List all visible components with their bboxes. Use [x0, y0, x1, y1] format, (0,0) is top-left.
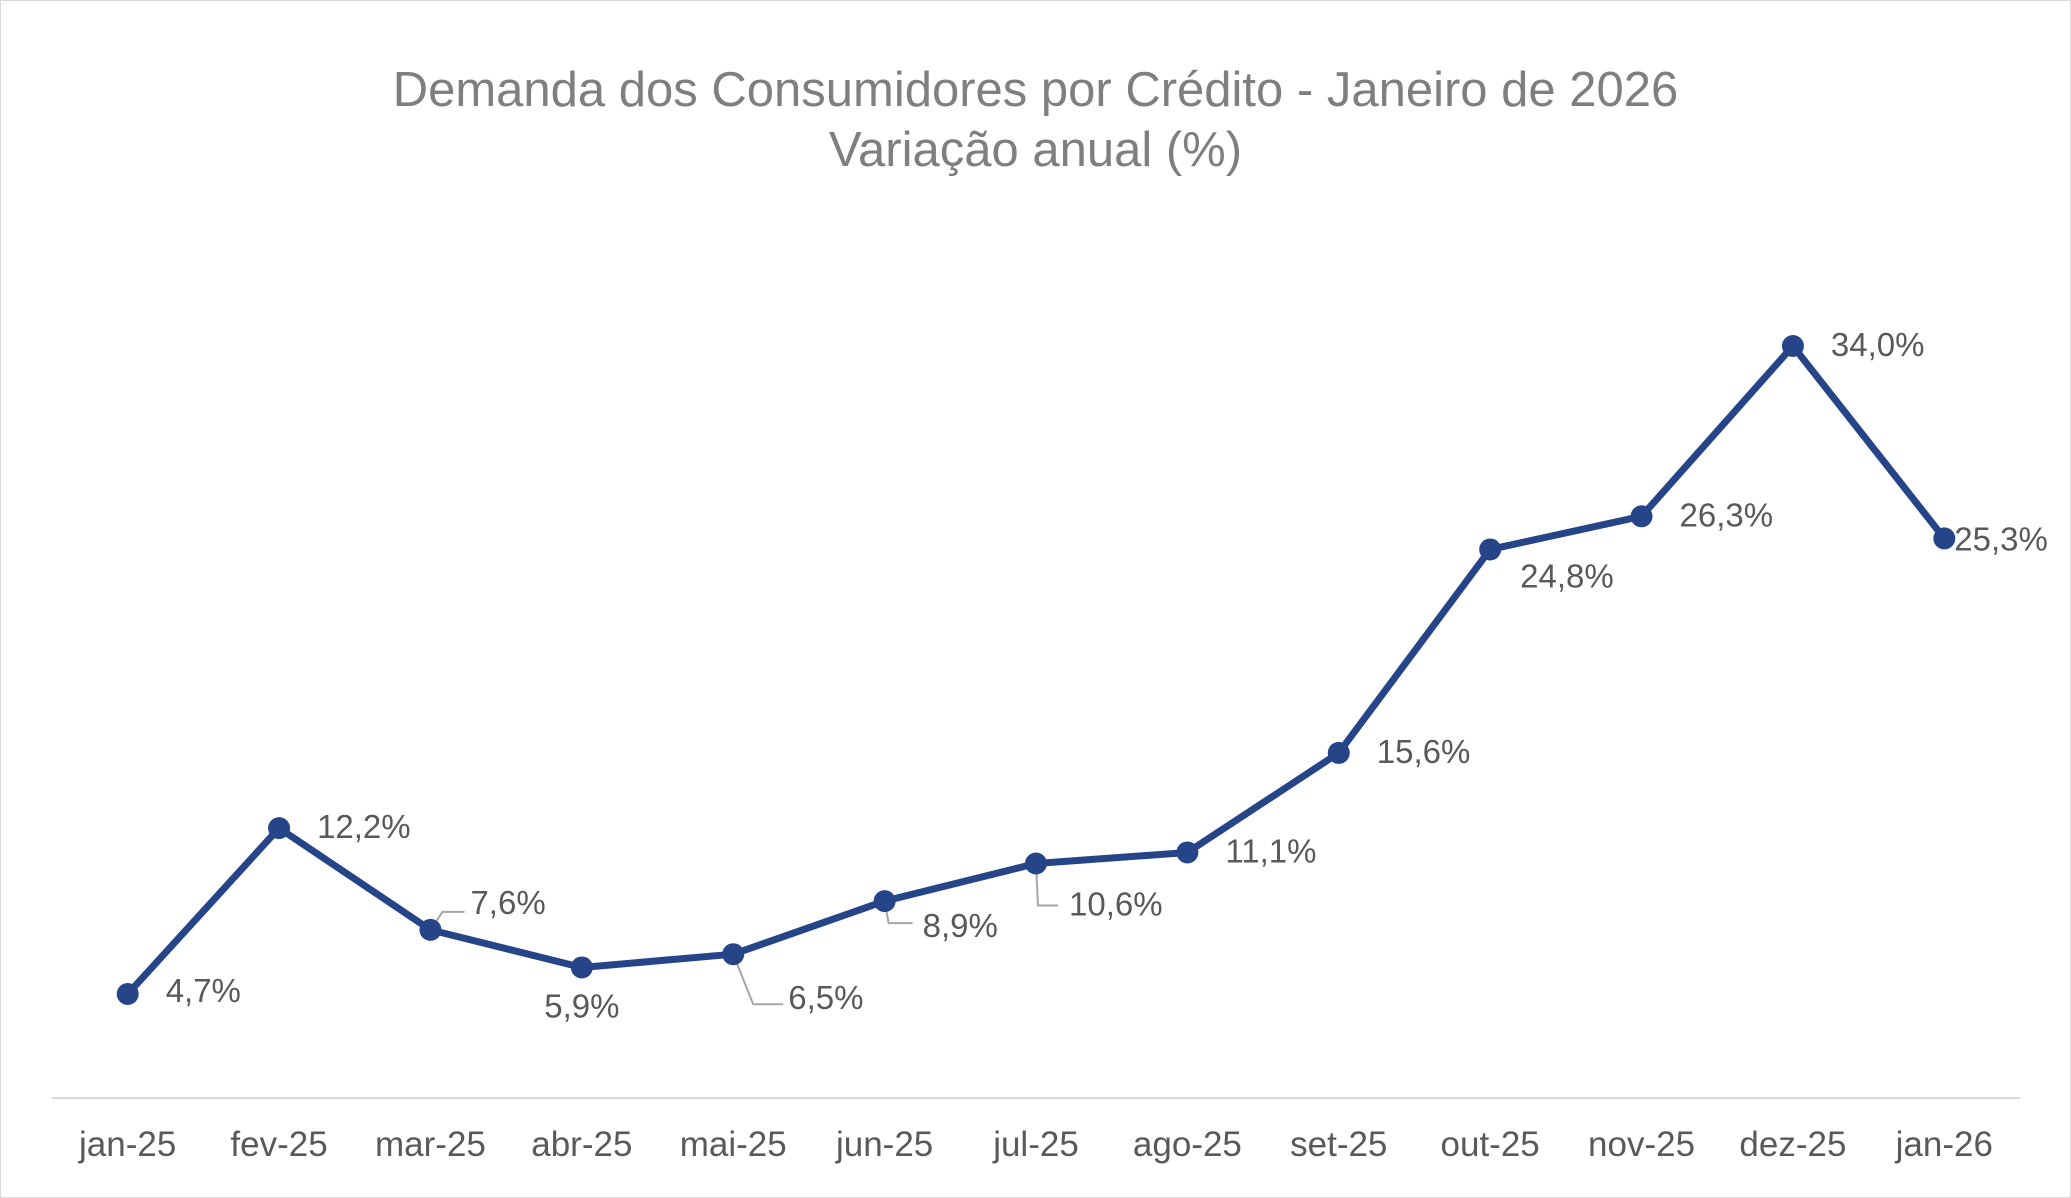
x-tick-label: jul-25: [992, 1125, 1079, 1164]
data-point-marker: [873, 890, 896, 913]
data-label: 26,3%: [1680, 496, 1774, 533]
data-point-marker: [419, 918, 442, 941]
data-label-leader: [1035, 863, 1058, 907]
data-label: 24,8%: [1520, 557, 1614, 594]
x-tick-label: fev-25: [230, 1125, 327, 1164]
data-label-leader: [732, 953, 784, 1006]
data-point-marker: [1781, 335, 1804, 357]
x-tick-label: mai-25: [680, 1125, 787, 1164]
x-tick-label: set-25: [1290, 1125, 1387, 1164]
data-point-marker: [722, 943, 745, 966]
data-label: 15,6%: [1377, 733, 1471, 770]
data-point-marker: [1479, 538, 1502, 561]
data-point-marker: [1176, 841, 1199, 864]
chart-subtitle: Variação anual (%): [828, 123, 1243, 177]
data-point-marker: [570, 956, 593, 979]
data-point-marker: [1025, 852, 1047, 875]
data-label: 8,9%: [923, 907, 998, 944]
series-line: [124, 342, 1948, 998]
data-label: 6,5%: [788, 979, 863, 1016]
data-label: 11,1%: [1225, 832, 1316, 869]
x-tick-label: mar-25: [375, 1125, 486, 1164]
data-point-marker: [268, 817, 291, 840]
x-tick-label: jan-25: [78, 1125, 176, 1164]
data-point-marker: [116, 983, 139, 1005]
x-tick-label: abr-25: [531, 1125, 632, 1164]
data-label: 12,2%: [317, 808, 411, 845]
data-label: 25,3%: [1954, 520, 2048, 557]
x-tick-label: ago-25: [1133, 1125, 1242, 1164]
x-tick-label: jan-26: [1895, 1125, 1993, 1164]
data-point-marker: [1933, 527, 1956, 550]
data-label: 5,9%: [544, 987, 619, 1024]
data-label: 4,7%: [166, 972, 241, 1009]
x-tick-label: dez-25: [1739, 1125, 1846, 1164]
data-label: 34,0%: [1831, 326, 1925, 363]
data-label: 7,6%: [470, 884, 545, 921]
x-tick-label: out-25: [1441, 1125, 1540, 1164]
x-tick-label: nov-25: [1588, 1125, 1695, 1164]
x-tick-label: jun-25: [835, 1125, 933, 1164]
data-label: 10,6%: [1069, 886, 1163, 923]
data-point-marker: [1327, 741, 1350, 764]
data-point-marker: [1630, 505, 1653, 528]
chart-title: Demanda dos Consumidores por Crédito - J…: [392, 63, 1679, 117]
